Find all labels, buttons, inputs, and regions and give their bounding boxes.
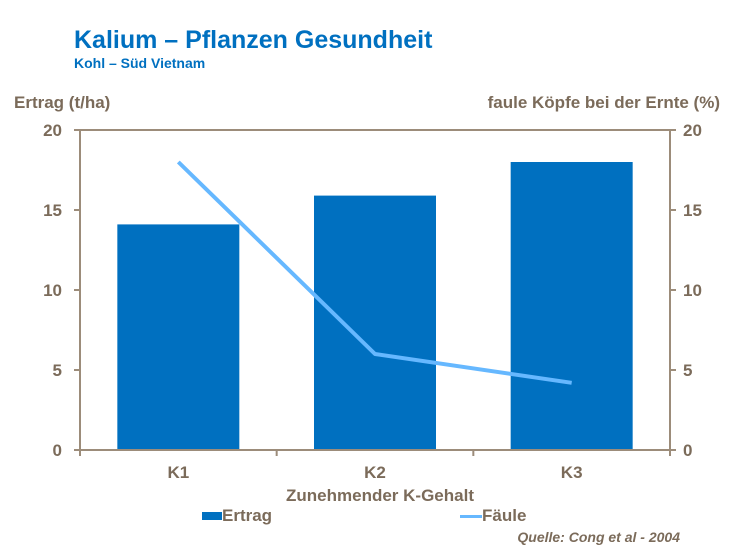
legend-item-ertrag: Ertrag (202, 506, 272, 526)
bar-k3 (510, 162, 633, 450)
y2-axis-label: faule Köpfe bei der Ernte (%) (487, 93, 720, 112)
y2-tick-label: 20 (683, 121, 702, 140)
x-tick-label: K3 (561, 463, 583, 482)
bar-k2 (314, 195, 436, 450)
y-tick-label: 5 (53, 361, 62, 380)
bar-k1 (117, 224, 240, 450)
y2-tick-label: 0 (683, 441, 692, 460)
y2-tick-label: 15 (683, 201, 702, 220)
y2-tick-label: 10 (683, 281, 702, 300)
chart-subtitle: Kohl – Süd Vietnam (74, 55, 206, 71)
source-note: Quelle: Cong et al - 2004 (517, 529, 680, 545)
legend-label: Fäule (482, 506, 527, 525)
legend-item-faeule: Fäule (460, 506, 526, 526)
x-axis-label: Zunehmender K-Gehalt (286, 486, 474, 505)
x-tick-label: K2 (364, 463, 386, 482)
chart-title: Kalium – Pflanzen Gesundheit (74, 26, 433, 54)
y-tick-label: 0 (53, 441, 62, 460)
legend-label: Ertrag (222, 506, 273, 525)
legend-swatch-line (460, 514, 482, 518)
y2-tick-label: 5 (683, 361, 692, 380)
y-axis-label: Ertrag (t/ha) (14, 93, 111, 112)
y-tick-label: 10 (43, 281, 62, 300)
y-tick-label: 15 (43, 201, 62, 220)
x-tick-label: K1 (167, 463, 189, 482)
legend-swatch-bar (202, 512, 222, 520)
y-tick-label: 20 (43, 121, 62, 140)
